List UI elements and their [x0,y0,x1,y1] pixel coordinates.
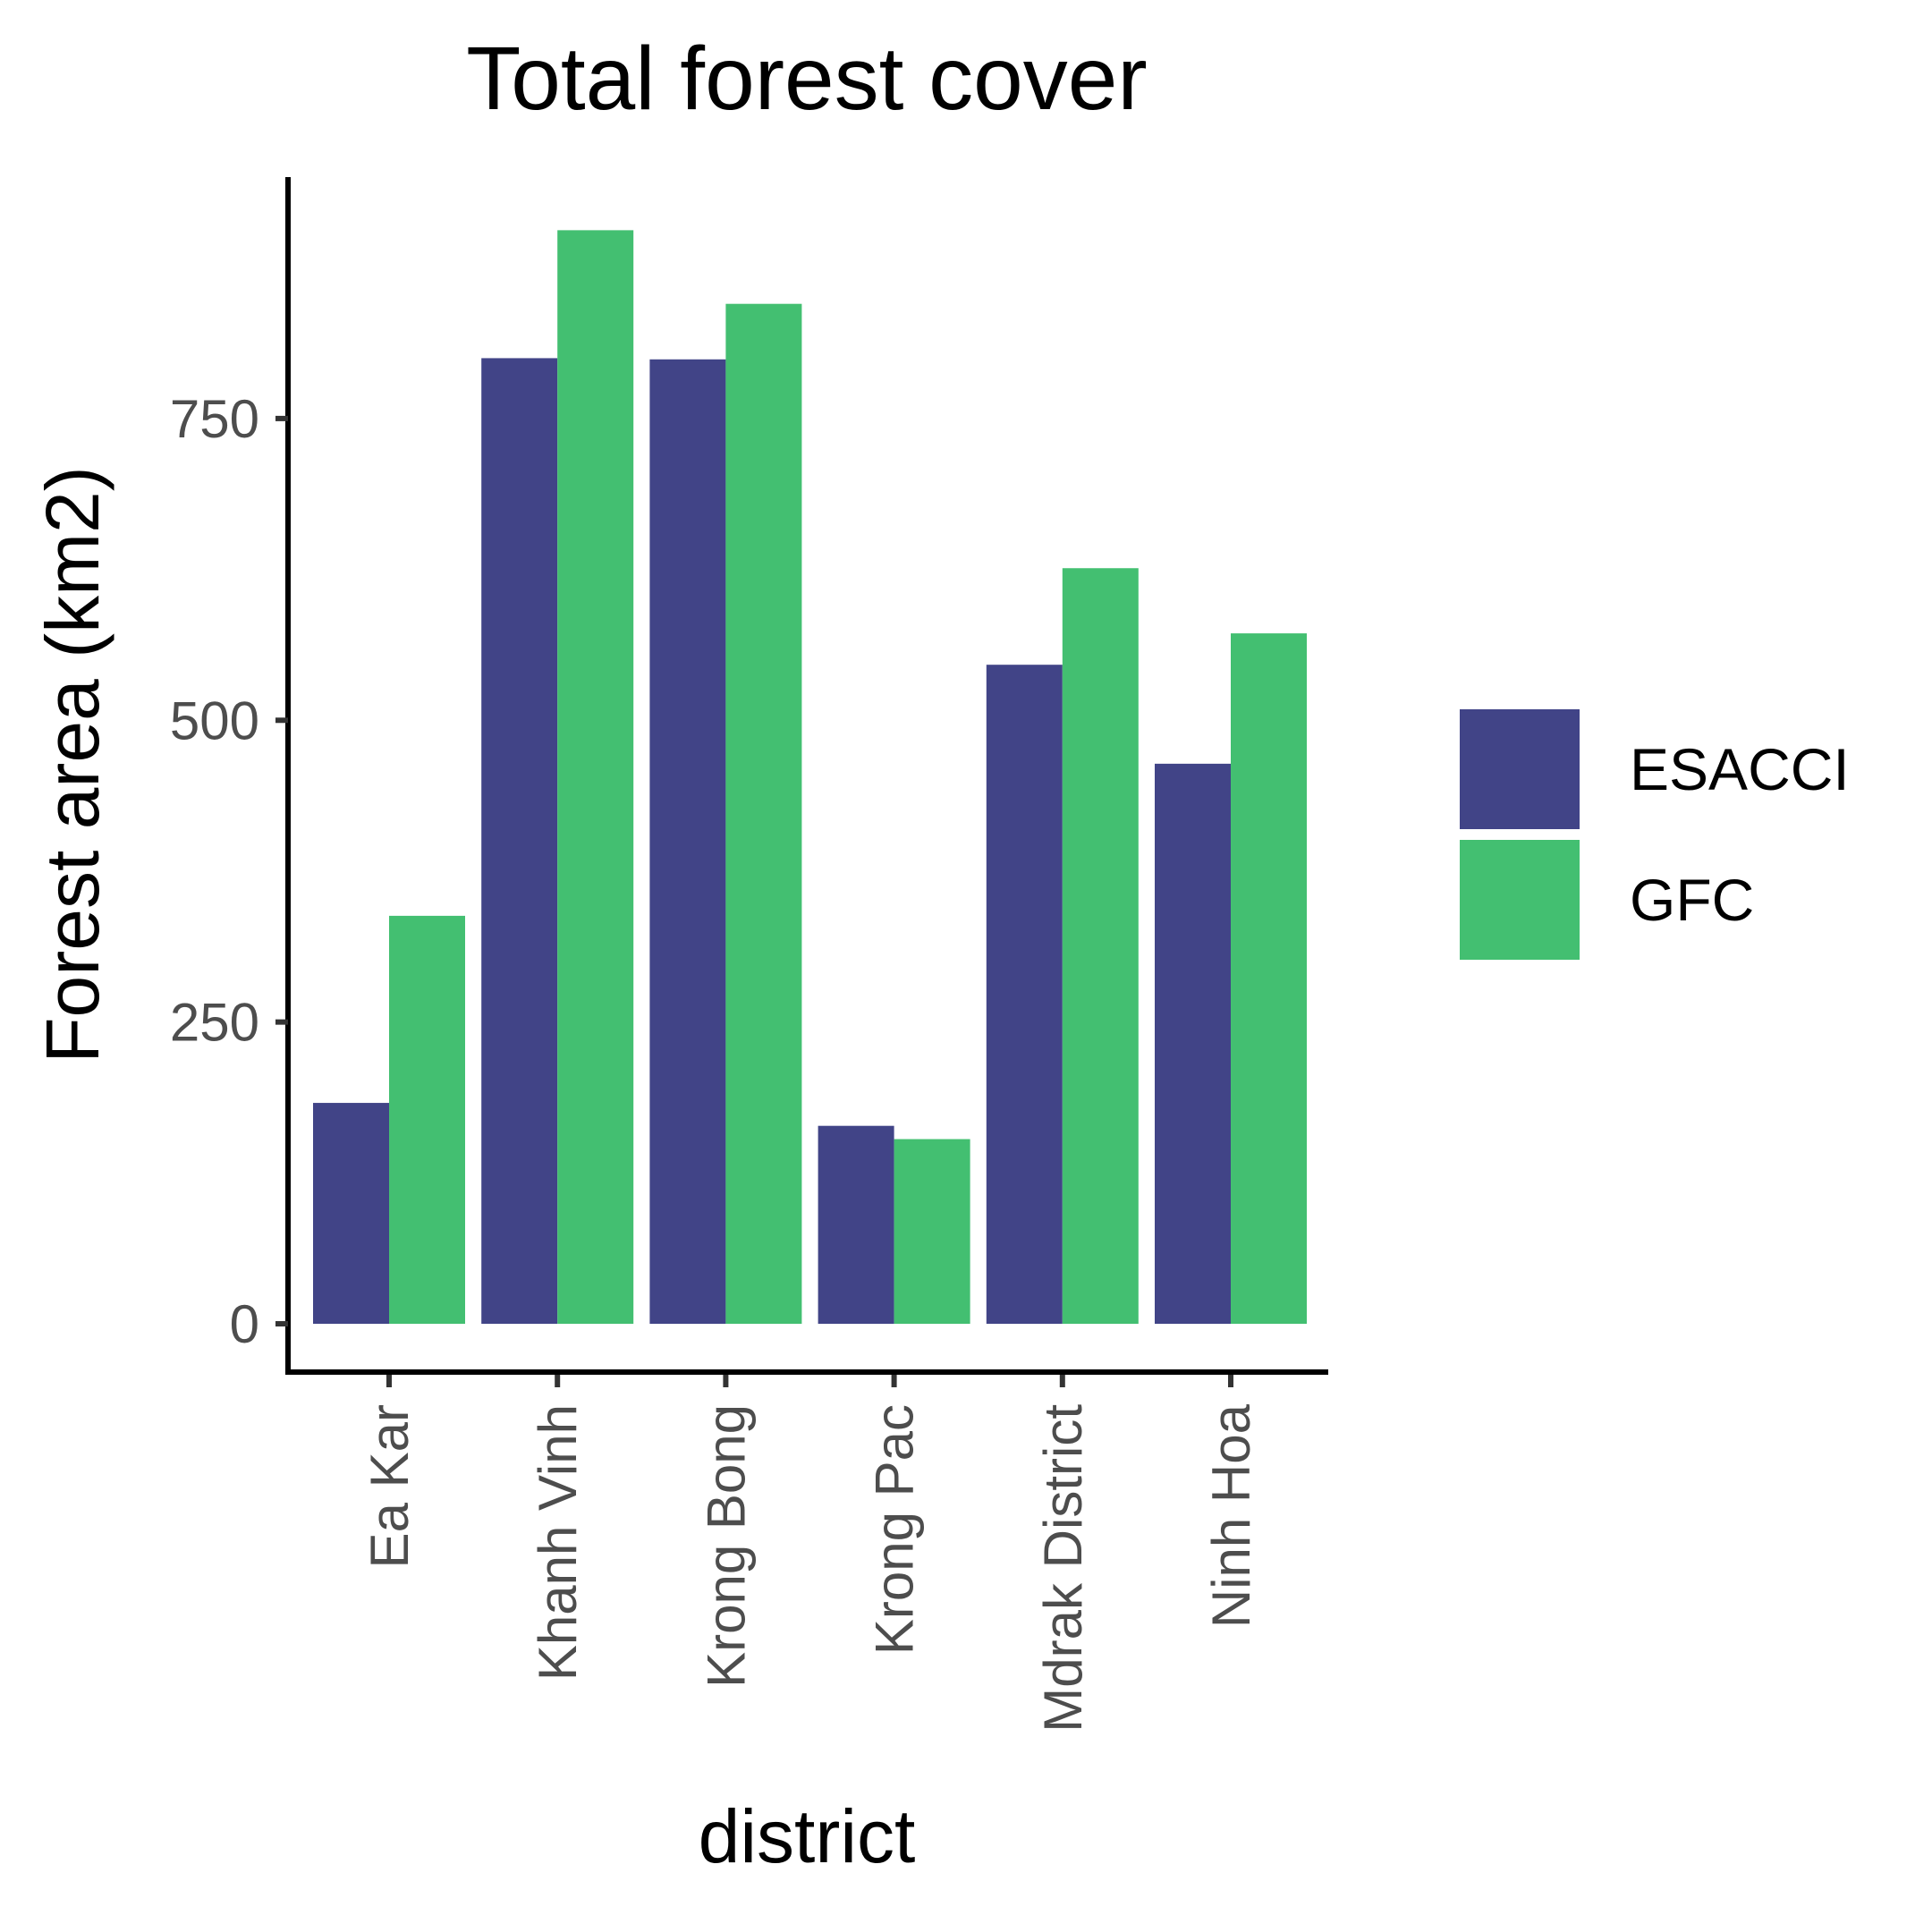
axes-group [285,177,1328,1375]
bar-esacci-mdrak-district [986,665,1063,1325]
bar-gfc-khanh-vinh [557,230,634,1325]
bar-esacci-ninh-hoa [1155,763,1231,1325]
chart-title: Total forest cover [466,29,1147,129]
bar-gfc-ea-kar [389,915,465,1325]
x-axis-title: district [699,1794,916,1878]
y-tick-label: 0 [230,1294,259,1354]
y-tick-label: 500 [170,691,259,750]
x-tick-label: Ninh Hoa [1201,1403,1261,1628]
x-tick-label: Khanh Vinh [528,1404,588,1681]
y-ticks-group: 0 250 500 750 [170,389,288,1354]
bar-esacci-krong-pac [818,1125,894,1325]
x-tick-label: Krong Pac [865,1404,925,1655]
bars-group [313,230,1307,1325]
bar-esacci-ea-kar [313,1103,389,1325]
legend-label-esacci: ESACCI [1630,736,1850,802]
legend-swatch-esacci [1460,709,1580,829]
x-tick-label: Ea Kar [360,1404,419,1568]
bar-gfc-mdrak-district [1062,568,1139,1325]
bar-gfc-krong-pac [894,1139,970,1325]
legend-label-gfc: GFC [1630,867,1754,933]
legend: ESACCI GFC [1460,709,1850,960]
y-axis-title: Forest area (km2) [30,466,114,1063]
legend-swatch-gfc [1460,840,1580,960]
x-ticks-group: Ea Kar Khanh Vinh Krong Bong Krong Pac Mdrak… [360,1375,1261,1733]
y-tick-label: 250 [170,993,259,1053]
x-tick-label: Krong Bong [696,1404,756,1688]
x-tick-label: Mdrak District [1033,1404,1093,1733]
y-tick-label: 750 [170,389,259,449]
bar-esacci-khanh-vinh [481,358,558,1325]
bar-gfc-krong-bong [725,303,802,1325]
bar-gfc-ninh-hoa [1231,633,1307,1325]
bar-esacci-krong-bong [649,359,726,1325]
